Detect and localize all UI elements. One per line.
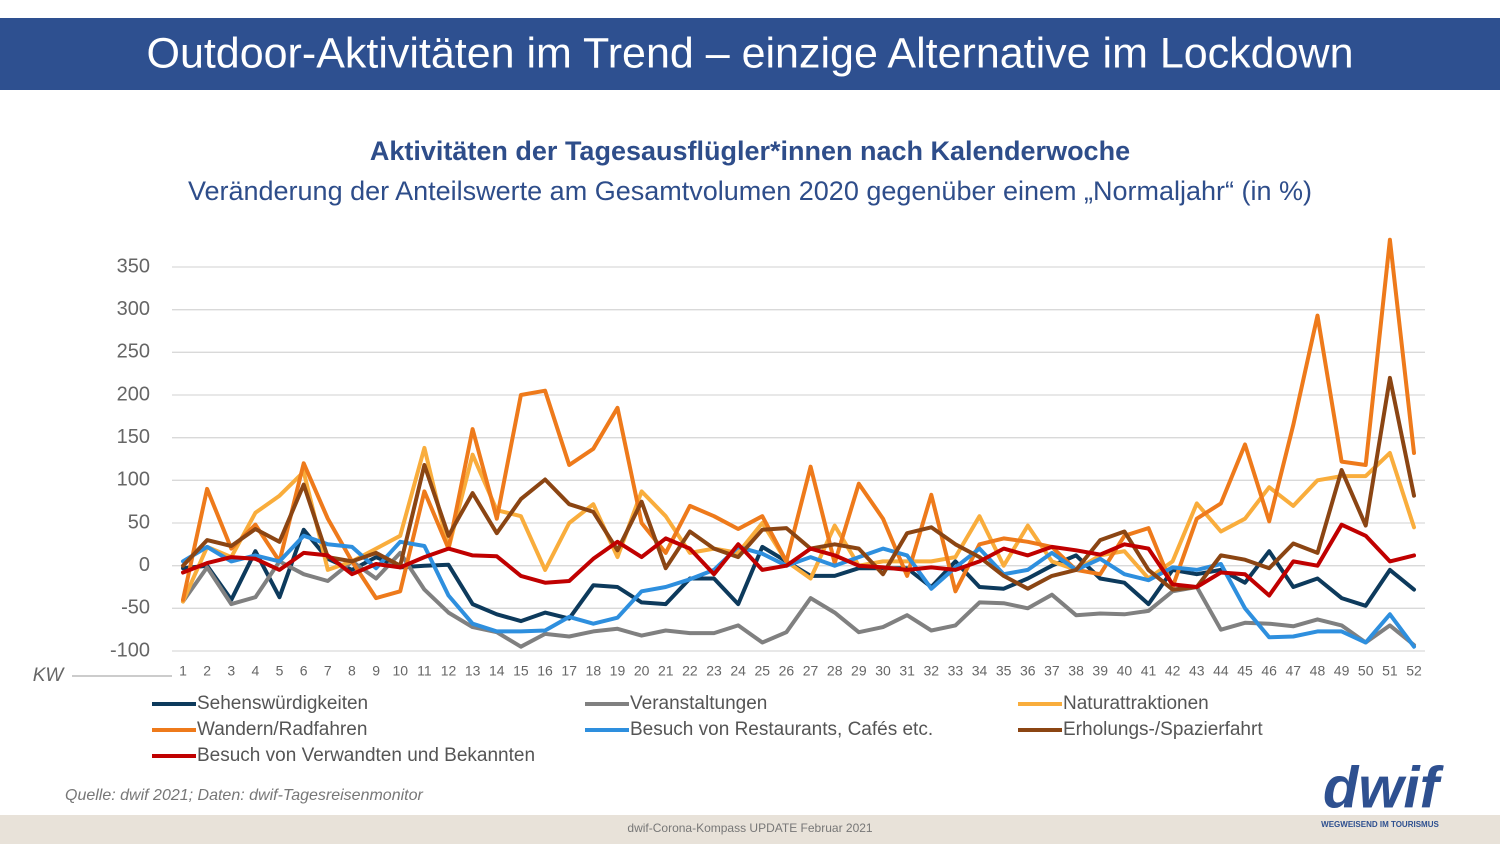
x-tick-label: 37 (1044, 663, 1060, 679)
x-tick-label: 49 (1334, 663, 1350, 679)
series-line (181, 375, 1416, 592)
x-tick-label: 16 (537, 663, 553, 679)
x-tick-label: 17 (561, 663, 577, 679)
x-tick-label: 24 (730, 663, 746, 679)
x-tick-label: 19 (610, 663, 626, 679)
legend-label: Besuch von Verwandten und Bekannten (197, 745, 535, 766)
x-tick-label: 12 (441, 663, 457, 679)
series-line (181, 237, 1416, 602)
x-tick-label: 4 (252, 663, 260, 679)
chart-title: Aktivitäten der Tagesausflügler*innen na… (370, 136, 1130, 166)
y-tick-label: 350 (117, 255, 150, 277)
x-tick-label: 26 (779, 663, 795, 679)
legend-label: Sehenswürdigkeiten (197, 693, 368, 714)
x-tick-label: 35 (996, 663, 1012, 679)
series-line (181, 445, 1416, 604)
y-tick-label: 50 (128, 511, 150, 533)
y-tick-label: 300 (117, 298, 150, 320)
x-tick-label: 51 (1382, 663, 1398, 679)
legend-label: Besuch von Restaurants, Cafés etc. (630, 719, 933, 740)
x-tick-label: 9 (372, 663, 380, 679)
x-tick-label: 41 (1141, 663, 1157, 679)
x-tick-label: 28 (827, 663, 843, 679)
x-tick-label: 34 (972, 663, 988, 679)
x-tick-label: 10 (392, 663, 408, 679)
x-tick-label: 32 (923, 663, 939, 679)
x-tick-label: 14 (489, 663, 505, 679)
x-tick-label: 40 (1117, 663, 1133, 679)
x-tick-label: 11 (417, 663, 432, 679)
y-tick-label: -100 (110, 639, 150, 661)
x-tick-label: 45 (1237, 663, 1253, 679)
x-tick-label: 5 (276, 663, 284, 679)
x-tick-label: 33 (948, 663, 964, 679)
series-line (181, 533, 1416, 649)
x-tick-label: 3 (227, 663, 235, 679)
x-tick-label: 18 (586, 663, 602, 679)
x-tick-label: 50 (1358, 663, 1374, 679)
x-tick-label: 15 (513, 663, 529, 679)
x-tick-label: 23 (706, 663, 722, 679)
x-tick-label: 38 (1068, 663, 1084, 679)
x-tick-label: 25 (755, 663, 771, 679)
x-tick-label: 21 (658, 663, 674, 679)
x-tick-label: 36 (1020, 663, 1036, 679)
x-tick-label: 48 (1310, 663, 1326, 679)
x-tick-label: 7 (324, 663, 332, 679)
x-tick-label: 20 (634, 663, 650, 679)
x-tick-label: 46 (1261, 663, 1277, 679)
y-tick-label: 250 (117, 341, 150, 363)
chart-subtitle: Veränderung der Anteilswerte am Gesamtvo… (188, 176, 1312, 206)
header-title: Outdoor-Aktivitäten im Trend – einzige A… (147, 29, 1354, 77)
legend-label: Veranstaltungen (630, 693, 767, 714)
logo-name: dwif (1323, 755, 1445, 820)
x-tick-label: 52 (1406, 663, 1422, 679)
footer-text: dwif-Corona-Kompass UPDATE Februar 2021 (627, 821, 873, 835)
y-tick-label: 0 (139, 554, 150, 576)
footer-bar (0, 815, 1500, 844)
source-note: Quelle: dwif 2021; Daten: dwif-Tagesreis… (65, 787, 423, 804)
x-tick-label: 30 (875, 663, 891, 679)
x-tick-label: 42 (1165, 663, 1181, 679)
x-tick-label: 27 (803, 663, 819, 679)
x-tick-label: 47 (1286, 663, 1302, 679)
x-axis-label: KW (33, 665, 66, 686)
x-tick-label: 39 (1092, 663, 1108, 679)
x-tick-label: 29 (851, 663, 867, 679)
y-tick-label: -50 (121, 597, 150, 619)
x-tick-label: 6 (300, 663, 308, 679)
legend-label: Erholungs-/Spazierfahrt (1063, 719, 1263, 740)
x-tick-label: 44 (1213, 663, 1229, 679)
y-tick-label: 200 (117, 383, 150, 405)
x-tick-label: 2 (203, 663, 211, 679)
logo-tagline: WEGWEISEND IM TOURISMUS (1321, 820, 1439, 829)
legend-label: Wandern/Radfahren (197, 719, 367, 740)
x-tick-label: 31 (899, 663, 915, 679)
x-tick-label: 1 (179, 663, 187, 679)
y-tick-label: 150 (117, 426, 150, 448)
x-tick-label: 8 (348, 663, 356, 679)
x-tick-label: 43 (1189, 663, 1205, 679)
header-bar (0, 18, 1500, 90)
legend-label: Naturattraktionen (1063, 693, 1209, 714)
x-tick-label: 22 (682, 663, 698, 679)
y-tick-label: 100 (117, 469, 150, 491)
x-tick-label: 13 (465, 663, 481, 679)
series-line (181, 522, 1416, 598)
